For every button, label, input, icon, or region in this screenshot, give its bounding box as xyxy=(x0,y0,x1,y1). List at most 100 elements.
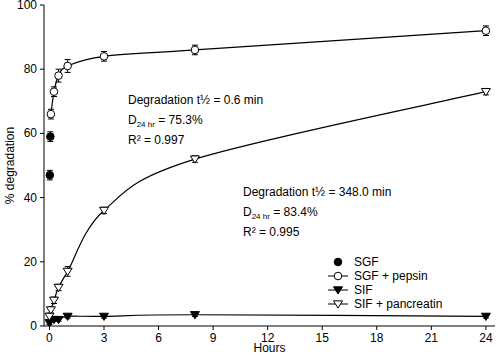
x-axis xyxy=(44,326,495,327)
y-tick-label: 0 xyxy=(30,319,37,333)
y-tick-label: 100 xyxy=(17,0,37,12)
error-bar-cap xyxy=(65,59,71,60)
error-bar-cap xyxy=(51,86,57,87)
error-bar-cap xyxy=(483,25,489,26)
x-tick xyxy=(104,326,105,330)
point xyxy=(63,313,72,320)
annotation-part: = 83.4% xyxy=(270,205,318,219)
annotation-part: = 75.3% xyxy=(155,113,203,127)
point xyxy=(50,88,58,96)
x-axis-label: Hours xyxy=(253,341,285,355)
point xyxy=(50,297,59,304)
legend-marker xyxy=(334,301,343,308)
series-line xyxy=(49,315,485,323)
error-bar-cap xyxy=(47,141,53,142)
x-tick-label: 6 xyxy=(155,331,162,345)
point xyxy=(54,316,63,323)
error-bar xyxy=(65,60,71,73)
x-tick-label: 24 xyxy=(479,331,493,345)
point xyxy=(64,62,72,70)
point xyxy=(482,27,490,35)
annotation: D24 hr = 75.3% xyxy=(128,113,203,129)
point xyxy=(47,110,55,118)
annotation: D24 hr = 83.4% xyxy=(243,205,318,221)
error-bar-cap xyxy=(65,266,71,267)
error-bar xyxy=(192,45,198,55)
error-bar xyxy=(483,26,489,36)
point xyxy=(54,284,63,291)
point xyxy=(46,307,55,314)
annotation: R² = 0.997 xyxy=(128,133,185,147)
error-bar-cap xyxy=(56,69,62,70)
error-bar-cap xyxy=(483,35,489,36)
point xyxy=(63,268,72,275)
x-tick-label: 9 xyxy=(210,331,217,345)
error-bar-cap xyxy=(47,131,53,132)
x-tick xyxy=(322,326,323,330)
error-bar-cap xyxy=(48,109,54,110)
y-axis xyxy=(44,5,45,326)
x-tick-label: 21 xyxy=(425,331,439,345)
point xyxy=(191,46,199,54)
x-tick-label: 0 xyxy=(46,331,53,345)
error-bar-cap xyxy=(65,72,71,73)
legend-marker xyxy=(334,287,343,294)
legend: SGFSGF + pepsinSIFSIF + pancreatin xyxy=(328,255,442,311)
x-tick-label: 18 xyxy=(370,331,384,345)
legend-marker xyxy=(334,272,342,280)
point xyxy=(46,171,54,179)
error-bar xyxy=(101,52,107,62)
y-tick xyxy=(40,197,44,198)
error-bar xyxy=(56,69,62,82)
point xyxy=(47,133,55,141)
y-tick xyxy=(40,261,44,262)
y-tick-label: 40 xyxy=(24,191,38,205)
error-bar xyxy=(47,132,53,142)
x-tick xyxy=(267,326,268,330)
error-bar xyxy=(48,109,54,119)
x-tick xyxy=(213,326,214,330)
x-tick xyxy=(49,326,50,330)
annotation: Degradation t½ = 348.0 min xyxy=(243,185,391,199)
annotation: R² = 0.995 xyxy=(243,225,300,239)
series xyxy=(45,312,490,326)
annotation-part: D xyxy=(128,113,137,127)
x-tick-label: 15 xyxy=(316,331,330,345)
x-tick-label: 3 xyxy=(101,331,108,345)
legend-marker xyxy=(334,258,342,266)
y-tick xyxy=(40,69,44,70)
error-bar-cap xyxy=(47,170,53,171)
point xyxy=(190,156,199,163)
point xyxy=(100,53,108,61)
point xyxy=(190,312,199,319)
point xyxy=(100,313,109,320)
x-tick xyxy=(158,326,159,330)
point xyxy=(55,72,63,80)
series xyxy=(46,132,54,180)
annotation: Degradation t½ = 0.6 min xyxy=(128,93,263,107)
chart: 03691215182124020406080100Hours% degrada… xyxy=(0,0,500,357)
annotation-part: D xyxy=(243,205,252,219)
legend-label: SIF + pancreatin xyxy=(354,297,442,311)
legend-label: SGF + pepsin xyxy=(354,269,428,283)
error-bar-cap xyxy=(48,118,54,119)
error-bar-cap xyxy=(192,54,198,55)
error-bar-cap xyxy=(56,82,62,83)
error-bar xyxy=(51,87,57,97)
y-tick-label: 80 xyxy=(24,62,38,76)
point xyxy=(481,89,490,96)
annotation-subscript: 24 hr xyxy=(252,212,271,221)
y-tick xyxy=(40,133,44,134)
legend-label: SGF xyxy=(354,255,379,269)
y-tick-label: 60 xyxy=(24,126,38,140)
y-tick xyxy=(40,5,44,6)
annotation-subscript: 24 hr xyxy=(137,120,156,129)
error-bar-cap xyxy=(51,96,57,97)
plot-area xyxy=(45,26,490,326)
x-tick xyxy=(485,326,486,330)
legend-label: SIF xyxy=(354,283,373,297)
error-bar-cap xyxy=(101,61,107,62)
y-tick xyxy=(40,326,44,327)
y-axis-label: % degradation xyxy=(3,127,17,204)
x-tick xyxy=(431,326,432,330)
